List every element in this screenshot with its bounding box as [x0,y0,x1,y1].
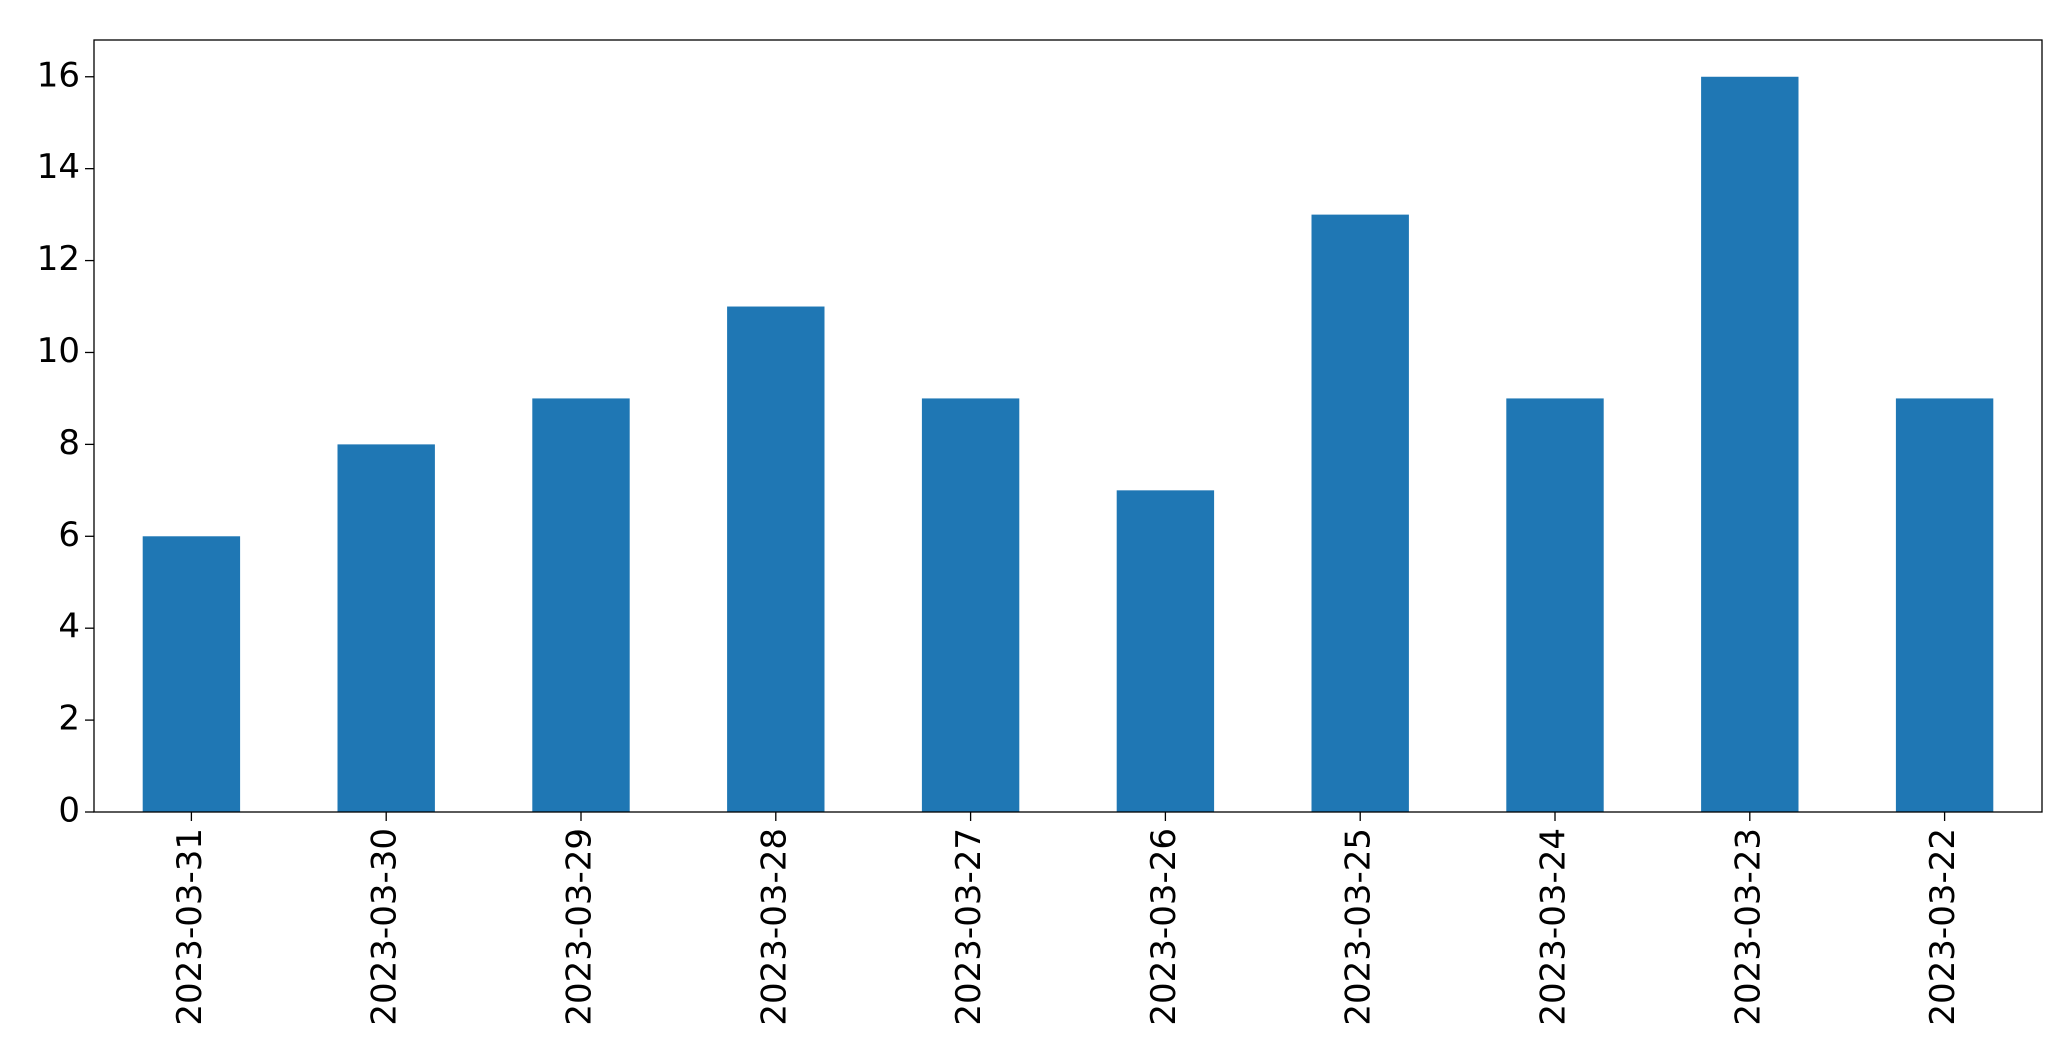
bar [1701,76,1799,812]
y-tick-label: 10 [37,331,80,371]
x-tick-label: 2023-03-29 [560,828,600,1026]
x-tick-label: 2023-03-26 [1144,828,1184,1026]
plot-frame [93,39,2043,813]
y-tick-label: 14 [37,147,80,187]
y-tick-label: 12 [37,239,80,279]
y-tick-label: 8 [58,423,80,463]
bar [337,444,435,812]
x-tick-label: 2023-03-31 [170,828,210,1026]
x-tick-label: 2023-03-24 [1534,828,1574,1026]
x-tick-label: 2023-03-23 [1728,828,1768,1026]
y-tick-label: 4 [58,607,80,647]
bar [921,398,1020,812]
y-tick-label: 16 [37,55,80,95]
bar [1116,490,1215,812]
y-tick-label: 6 [58,515,80,555]
x-tick-label: 2023-03-25 [1339,828,1379,1026]
x-tick-label: 2023-03-30 [365,828,405,1026]
bar [1311,214,1409,813]
y-tick-label: 0 [58,791,80,831]
bar [142,536,241,812]
bar [1895,398,1994,812]
x-tick-label: 2023-03-27 [949,828,989,1026]
x-tick-label: 2023-03-22 [1923,828,1963,1026]
bar [727,306,825,812]
y-tick-label: 2 [58,699,80,739]
bar [532,398,630,812]
x-tick-label: 2023-03-28 [754,828,794,1026]
bar [1506,398,1604,812]
